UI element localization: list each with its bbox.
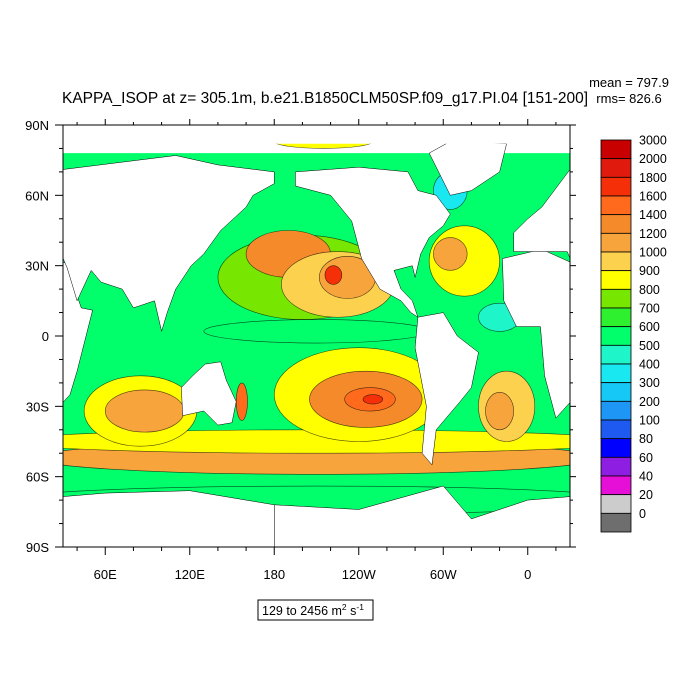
colorbar-swatch <box>600 307 632 328</box>
colorbar-swatch <box>600 363 632 384</box>
field-region <box>104 389 185 433</box>
colorbar-swatch <box>600 270 632 290</box>
colorbar-label: 1800 <box>639 171 667 185</box>
colorbar-label: 1200 <box>639 227 667 241</box>
colorbar-swatch <box>600 438 632 458</box>
colorbar-label: 100 <box>639 414 660 428</box>
colorbar-swatch <box>600 494 632 514</box>
colorbar-label: 1600 <box>639 190 667 204</box>
colorbar-label: 80 <box>639 432 653 446</box>
x-tick-label: 0 <box>524 567 531 582</box>
colorbar-label: 700 <box>639 302 660 316</box>
greenland-land <box>428 141 507 196</box>
y-tick-label: 30N <box>25 259 49 274</box>
range-label-text: 129 to 2456 m <box>262 604 342 618</box>
y-tick-label: 0 <box>42 329 49 344</box>
colorbar-swatch <box>600 251 632 272</box>
colorbar-swatch <box>600 176 632 197</box>
colorbar-label: 600 <box>639 320 660 334</box>
eurasia-land <box>63 155 275 333</box>
australia-land <box>181 361 237 426</box>
eurasia-land <box>513 169 570 259</box>
colorbar-label: 900 <box>639 264 660 278</box>
y-tick-label: 90S <box>26 540 49 555</box>
colorbar-label: 20 <box>639 488 653 502</box>
colorbar-swatch <box>600 344 632 365</box>
mean-stat: mean = 797.9 <box>589 75 669 90</box>
svg-text:129 to 2456 m2 s-1: 129 to 2456 m2 s-1 <box>262 602 364 618</box>
colorbar-label: 1400 <box>639 208 667 222</box>
south-america-land <box>414 312 479 466</box>
land-masses <box>63 125 700 547</box>
x-tick-label: 60W <box>430 567 457 582</box>
north-america-land <box>295 166 451 318</box>
range-label-sup1: 2 <box>342 602 347 612</box>
range-label-box <box>257 599 374 621</box>
colorbar-label: 300 <box>639 376 660 390</box>
colorbar-label: 40 <box>639 470 653 484</box>
range-label: 129 to 2456 m2 s-1 <box>257 599 374 621</box>
rms-stat: rms= 826.6 <box>596 91 661 106</box>
colorbar-label: 200 <box>639 395 660 409</box>
field-region <box>235 382 248 421</box>
colorbar: 3000200018001600140012001000900800700600… <box>600 134 667 533</box>
y-tick-label: 60N <box>25 188 49 203</box>
colorbar-swatch <box>600 195 632 216</box>
range-label-sup2: -1 <box>356 602 364 612</box>
colorbar-label: 400 <box>639 358 660 372</box>
colorbar-swatch <box>600 419 632 440</box>
range-label-mid: s <box>347 604 357 618</box>
colorbar-swatch <box>600 214 632 234</box>
colorbar-swatch <box>600 512 632 533</box>
africa-land <box>502 249 570 419</box>
colorbar-swatch <box>600 475 632 496</box>
colorbar-swatch <box>600 158 632 178</box>
field-region <box>485 391 514 431</box>
x-tick-label: 120W <box>342 567 377 582</box>
y-tick-label: 90N <box>25 118 49 133</box>
colorbar-label: 3000 <box>639 134 667 148</box>
colorbar-swatch <box>600 139 632 160</box>
contour-map <box>63 125 700 547</box>
x-tick-label: 60E <box>94 567 117 582</box>
colorbar-swatch <box>600 382 632 402</box>
colorbar-swatch <box>600 326 632 346</box>
colorbar-swatch <box>600 456 632 477</box>
polar-mask-top <box>63 125 570 144</box>
colorbar-swatch <box>600 232 632 253</box>
colorbar-label: 2000 <box>639 152 667 166</box>
field-region <box>362 394 383 405</box>
x-tick-label: 120E <box>175 567 206 582</box>
antarctica-land <box>63 490 275 547</box>
field-region <box>203 319 430 344</box>
antarctica-land <box>274 485 570 547</box>
colorbar-label: 60 <box>639 451 653 465</box>
field-region <box>324 265 343 285</box>
colorbar-label: 1000 <box>639 246 667 260</box>
chart-title: KAPPA_ISOP at z= 305.1m, b.e21.B1850CLM5… <box>62 90 588 107</box>
colorbar-label: 800 <box>639 283 660 297</box>
y-tick-label: 30S <box>26 399 49 414</box>
colorbar-label: 0 <box>639 507 646 521</box>
colorbar-swatch <box>600 288 632 309</box>
map-axes: 60E 120E 180 120W 60W 0 90N 60N 30N 0 30S 60S 90S <box>25 118 576 582</box>
field-region <box>433 237 468 271</box>
colorbar-label: 500 <box>639 339 660 353</box>
colorbar-swatch <box>600 400 632 421</box>
australia-land <box>688 362 700 425</box>
x-tick-label: 180 <box>263 567 285 582</box>
y-tick-label: 60S <box>26 470 49 485</box>
